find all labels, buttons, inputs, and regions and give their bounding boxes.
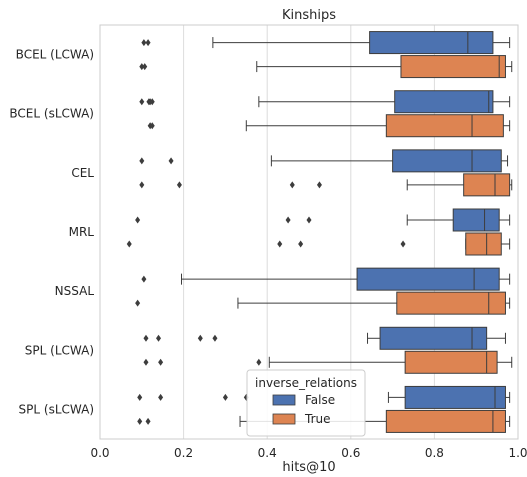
outlier-point [277,240,283,248]
y-category-label: MRL [69,225,95,239]
legend-swatch-false [272,394,296,406]
box-true-4 [135,291,511,315]
outlier-point [142,63,148,71]
outlier-point [141,39,147,47]
outlier-point [316,181,322,189]
outlier-point [141,275,147,283]
outlier-point [135,216,141,224]
box-false-0 [141,31,511,55]
outlier-point [168,157,174,165]
box-iqr [385,409,506,433]
y-category-label: SPL (LCWA) [25,343,94,357]
outlier-point [147,98,153,106]
outlier-point [139,63,145,71]
outlier-point [176,181,182,189]
legend-label-true: True [304,412,331,426]
box-true-3 [126,232,511,256]
y-category-label: BCEL (LCWA) [16,48,94,62]
x-tick-label: 0.0 [90,446,109,460]
legend-label-false: False [305,393,335,407]
y-category-label: NSSAL [55,284,95,298]
box-false-3 [135,208,511,232]
box-iqr [385,114,504,138]
box-true-1 [147,114,511,138]
chart-title: Kinships [282,8,336,23]
legend: inverse_relations False True [246,369,366,437]
outlier-point [197,334,203,342]
y-category-label: CEL [71,166,94,180]
box-false-2 [139,149,509,173]
plot-area: 0.0 0.2 0.4 0.6 0.8 1.0 BCEL (LCWA) BCEL (sLCWA… [9,24,527,460]
box-false-4 [141,267,511,291]
outlier-point [143,334,149,342]
box-iqr [452,208,500,232]
x-tick-label: 1.0 [508,446,527,460]
y-category-label: SPL (sLCWA) [19,402,94,416]
x-tick-label: 0.8 [425,446,444,460]
box-true-2 [139,173,513,197]
outlier-point [145,39,151,47]
x-tick-label: 0.6 [341,446,360,460]
box-iqr [356,267,500,291]
box-iqr [465,232,502,256]
outlier-point [212,334,218,342]
x-axis-title: hits@10 [282,460,335,475]
outlier-point [158,393,164,401]
box-iqr [463,173,511,197]
x-tick-label: 0.2 [174,446,193,460]
box-iqr [400,55,506,79]
outlier-point [137,393,143,401]
outlier-point [222,393,228,401]
outlier-point [156,334,162,342]
outlier-point [145,417,151,425]
box-false-5 [143,326,506,350]
box-iqr [404,385,506,409]
outlier-point [143,358,149,366]
box-iqr [394,90,494,114]
x-tick-label: 0.4 [258,446,277,460]
box-iqr [396,291,506,315]
outlier-point [298,240,304,248]
box-iqr [379,326,488,350]
outlier-point [126,240,132,248]
outlier-point [139,181,145,189]
legend-swatch-true [272,413,296,425]
y-category-label: BCEL (sLCWA) [9,107,94,121]
outlier-point [158,358,164,366]
outlier-point [135,299,141,307]
outlier-point [400,240,406,248]
outlier-point [139,157,145,165]
outlier-point [285,216,291,224]
box-iqr [369,31,494,55]
outlier-point [256,358,262,366]
outlier-point [306,216,312,224]
outlier-point [137,417,143,425]
plot-frame [99,24,519,440]
box-true-5 [143,350,513,374]
box-iqr [392,149,502,173]
outlier-point [139,98,145,106]
box-true-0 [139,55,513,79]
box-false-1 [139,90,511,114]
box-iqr [404,350,498,374]
outlier-point [289,181,295,189]
outlier-point [149,122,155,130]
legend-title: inverse_relations [255,376,357,390]
